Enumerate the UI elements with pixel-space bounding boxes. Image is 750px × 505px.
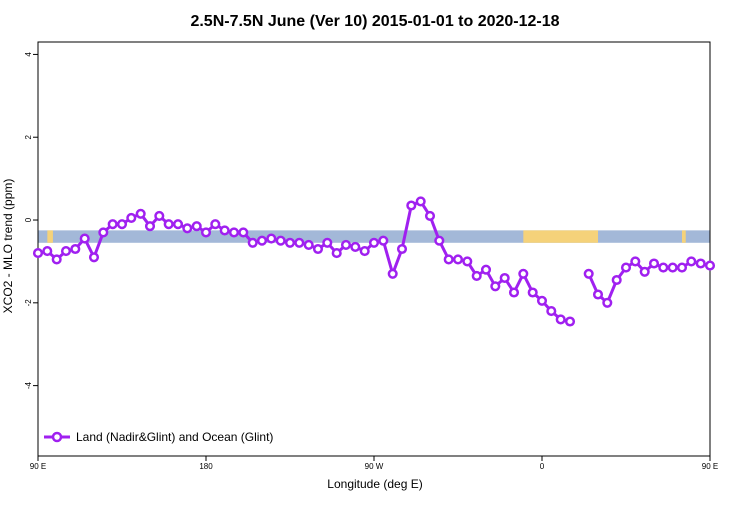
- data-point: [135, 208, 146, 219]
- data-point: [144, 221, 156, 232]
- chart-title: 2.5N-7.5N June (Ver 10) 2015-01-01 to 20…: [190, 13, 559, 30]
- data-point: [98, 227, 109, 238]
- data-point: [79, 233, 90, 244]
- data-point: [583, 268, 594, 279]
- data-point: [686, 256, 697, 267]
- legend-marker-swatch: [51, 431, 63, 443]
- data-point: [107, 219, 118, 230]
- data-point: [32, 248, 44, 259]
- data-point: [163, 219, 174, 230]
- land-patch: [682, 230, 686, 243]
- data-point: [424, 210, 436, 221]
- series-layer: [32, 196, 716, 327]
- x-tick-label: 90 W: [365, 462, 384, 471]
- data-point: [387, 268, 398, 279]
- data-point: [350, 241, 361, 252]
- data-point: [415, 196, 426, 207]
- data-point: [471, 270, 482, 281]
- data-point: [340, 239, 352, 250]
- x-axis: 90 E 180 90 W 0 90 E: [30, 456, 718, 471]
- data-point: [210, 219, 221, 230]
- data-point: [499, 272, 510, 284]
- data-point: [630, 256, 641, 267]
- data-point: [88, 252, 100, 263]
- data-point: [154, 210, 165, 221]
- data-point: [508, 287, 520, 298]
- y-tick-label: -2: [24, 299, 33, 307]
- data-point: [275, 235, 286, 246]
- data-point: [368, 237, 380, 248]
- data-point: [228, 227, 240, 238]
- data-point: [406, 200, 417, 211]
- data-point: [658, 262, 669, 273]
- series-line: [37, 199, 571, 323]
- plot-frame: [37, 41, 711, 457]
- data-point: [266, 233, 277, 244]
- legend: Land (Nadir&Glint) and Ocean (Glint): [44, 430, 273, 444]
- data-point: [331, 248, 342, 259]
- land-patch: [47, 230, 53, 243]
- x-tick-label: 180: [199, 462, 213, 471]
- data-point: [191, 221, 202, 232]
- data-point: [42, 246, 53, 257]
- data-point: [518, 268, 529, 279]
- data-point: [51, 254, 62, 265]
- y-tick-label: 4: [24, 52, 33, 57]
- data-point: [219, 225, 230, 236]
- data-point: [443, 254, 454, 265]
- y-tick-label: -4: [24, 382, 33, 390]
- data-point: [704, 260, 716, 271]
- data-point: [322, 237, 333, 248]
- data-point: [359, 246, 370, 257]
- data-point: [200, 227, 212, 238]
- data-point: [312, 243, 324, 255]
- data-point: [247, 237, 258, 248]
- x-tick-label: 90 E: [702, 462, 718, 471]
- data-point: [695, 258, 706, 269]
- data-point: [592, 289, 604, 300]
- y-tick-label: 2: [24, 134, 33, 139]
- data-point: [648, 258, 660, 269]
- y-axis: 4 2 0 -2 -4: [24, 52, 38, 390]
- data-point: [172, 219, 184, 230]
- data-point: [303, 239, 314, 250]
- data-point: [536, 295, 548, 306]
- data-point: [602, 297, 613, 308]
- series-line: [587, 259, 711, 305]
- data-point: [284, 237, 296, 248]
- data-point: [490, 281, 501, 292]
- data-point: [70, 243, 81, 255]
- data-point: [555, 314, 566, 325]
- data-point: [564, 316, 576, 327]
- land-patch: [523, 230, 598, 243]
- data-point: [620, 262, 632, 273]
- legend-label: Land (Nadir&Glint) and Ocean (Glint): [76, 430, 273, 444]
- x-axis-label: Longitude (deg E): [327, 477, 422, 491]
- data-point: [294, 237, 305, 248]
- data-point: [667, 262, 678, 273]
- data-point: [378, 235, 389, 246]
- data-point: [434, 235, 445, 246]
- data-point: [527, 287, 538, 298]
- x-tick-label: 90 E: [30, 462, 46, 471]
- data-point: [116, 219, 128, 230]
- data-point: [452, 254, 464, 265]
- data-point: [611, 274, 622, 286]
- data-point: [676, 262, 688, 273]
- data-point: [256, 235, 268, 246]
- x-tick-label: 0: [540, 462, 545, 471]
- y-axis-label: XCO2 - MLO trend (ppm): [1, 179, 15, 314]
- data-point: [182, 223, 193, 234]
- data-point: [60, 246, 72, 257]
- data-point: [480, 264, 492, 275]
- data-point: [462, 256, 473, 267]
- data-point: [639, 266, 650, 277]
- data-point: [546, 306, 557, 317]
- data-point: [396, 243, 408, 255]
- data-point: [126, 212, 137, 223]
- y-tick-label: 0: [24, 217, 33, 222]
- data-point: [238, 227, 249, 238]
